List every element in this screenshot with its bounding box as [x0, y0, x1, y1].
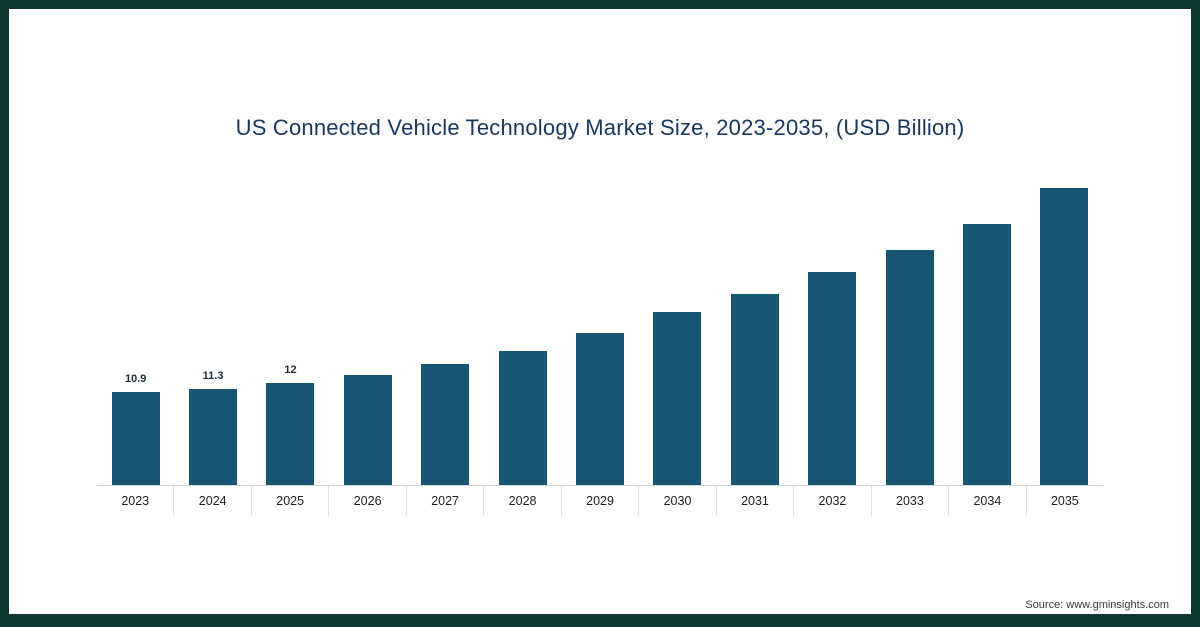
bar-2026 [343, 375, 392, 485]
bar-column: 12 [252, 155, 329, 485]
plot-area: 10.9 11.3 12 [97, 155, 1103, 485]
x-axis-label: 2024 [174, 486, 252, 516]
bar-column [639, 155, 716, 485]
x-axis-label: 2023 [97, 486, 175, 516]
bar-2035 [1040, 188, 1089, 485]
bar-2030 [653, 312, 702, 485]
bar-value-label: 12 [284, 364, 297, 376]
x-axis-label: 2033 [872, 486, 950, 516]
x-axis-label: 2029 [562, 486, 640, 516]
bar-2024 [189, 389, 238, 485]
x-axis-label: 2032 [794, 486, 872, 516]
bar-column [407, 155, 484, 485]
bar-2033 [885, 250, 934, 485]
bar-column: 11.3 [174, 155, 251, 485]
bar-2027 [421, 364, 470, 485]
bar-column [484, 155, 561, 485]
bar-column: 10.9 [97, 155, 174, 485]
bar-column [716, 155, 793, 485]
bar-2028 [498, 351, 547, 485]
bar-value-label: 11.3 [202, 370, 224, 382]
bar-column [794, 155, 871, 485]
bar-column [1026, 155, 1103, 485]
bar-value-label: 10.9 [124, 373, 147, 385]
bar-column [871, 155, 948, 485]
source-attribution: Source: www.gminsights.com [1025, 599, 1169, 611]
bar-2023 [111, 392, 160, 485]
chart-title: US Connected Vehicle Technology Market S… [235, 115, 965, 140]
x-axis-label: 2035 [1050, 494, 1079, 508]
bar-column [329, 155, 406, 485]
bar-2034 [962, 224, 1011, 485]
bar-column [561, 155, 638, 485]
bar-2029 [576, 333, 625, 485]
x-axis-label: 2028 [484, 486, 562, 516]
x-axis-label: 2026 [329, 486, 407, 516]
x-axis-label: 2034 [949, 486, 1027, 516]
chart-canvas: US Connected Vehicle Technology Market S… [9, 9, 1191, 614]
x-axis-label: 2025 [252, 486, 330, 516]
bar-2031 [730, 294, 779, 485]
x-axis: 2023 2024 2025 2026 2027 2028 2029 2030 2031 2032… [97, 485, 1103, 516]
bar-column [948, 155, 1025, 485]
bar-2025 [266, 383, 315, 485]
x-axis-label: 2031 [717, 486, 795, 516]
x-axis-label: 2030 [639, 486, 717, 516]
bar-2032 [808, 272, 857, 485]
x-axis-label: 2027 [407, 486, 485, 516]
